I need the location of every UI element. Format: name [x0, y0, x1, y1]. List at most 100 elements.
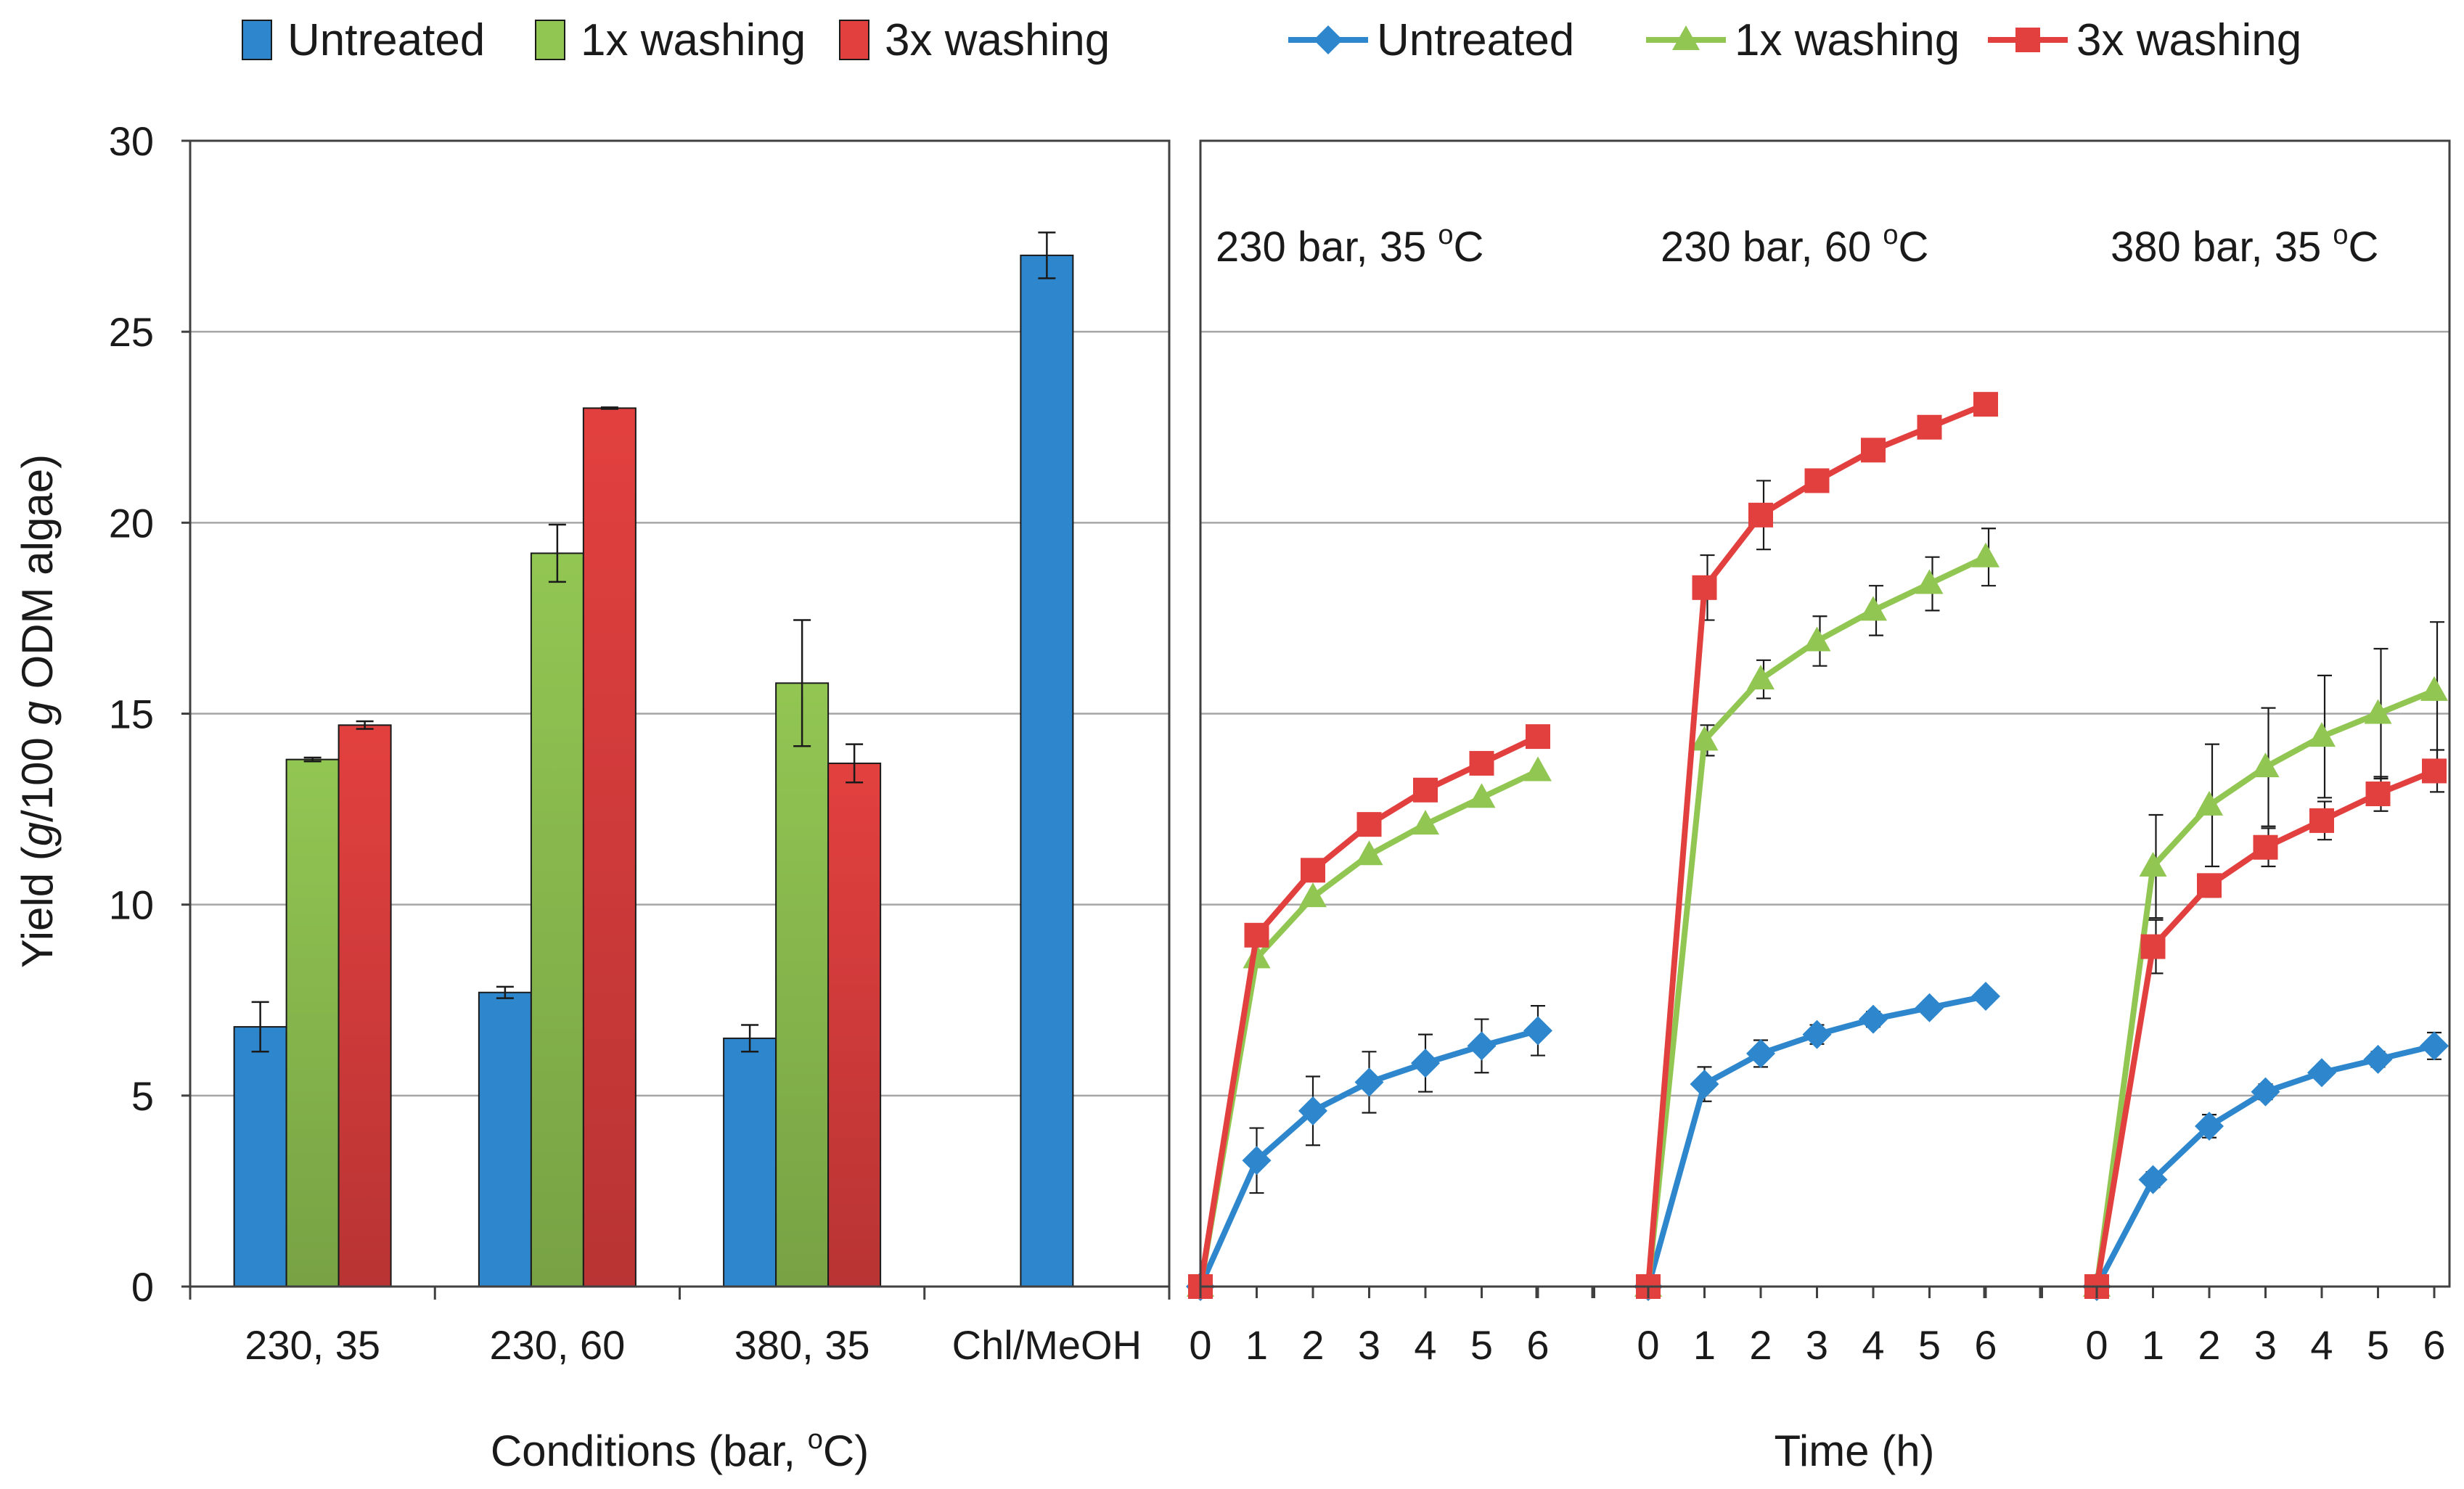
error-bar	[600, 406, 618, 410]
line-x-tick-label: 0	[2085, 1322, 2108, 1368]
data-point-diamond	[2363, 1044, 2393, 1074]
data-point-triangle	[1747, 665, 1775, 690]
data-point-diamond	[1971, 981, 2000, 1011]
panel-condition-label: 230 bar, 35 oC	[1216, 220, 1483, 271]
legend-label: Untreated	[287, 15, 485, 65]
line-x-tick-label: 3	[1806, 1322, 1828, 1368]
legend-marker-square	[2015, 28, 2040, 52]
data-point-square	[2309, 808, 2334, 833]
data-point-diamond	[1411, 1049, 1440, 1078]
legend-label: Untreated	[1377, 15, 1574, 65]
line-x-tick-label: 1	[1245, 1322, 1268, 1368]
series-washing3-panel-0	[1188, 724, 1550, 1299]
data-point-diamond	[1242, 1146, 1272, 1176]
legend-bar-chart: Untreated 1x washing 3x washing	[242, 15, 1110, 65]
data-point-square	[1917, 414, 1942, 440]
bar-x-tick-label: Chl/MeOH	[952, 1322, 1142, 1368]
data-point-diamond	[1690, 1070, 1719, 1099]
legend-label: 3x washing	[2076, 15, 2301, 65]
data-point-square	[2365, 782, 2391, 807]
legend-item-washing3-line: 3x washing	[1988, 15, 2301, 65]
bar-chart-frame	[189, 139, 1171, 1288]
line-panel-labels: 230 bar, 35 oC 230 bar, 60 oC 380 bar, 35 …	[1216, 220, 2378, 271]
data-point-diamond	[1354, 1067, 1384, 1097]
data-point-square	[2140, 934, 2166, 959]
bar-y-tick-label: 20	[109, 500, 154, 546]
error-bar	[741, 1024, 759, 1053]
legend-item-washing1-line: 1x washing	[1646, 15, 1960, 65]
data-point-diamond	[2251, 1077, 2280, 1107]
line-x-tick-label: 5	[2367, 1322, 2389, 1368]
bar-x-ticks: 230, 35 230, 60 380, 35 Chl/MeOH	[189, 1287, 1171, 1368]
line-x-tick-label: 2	[2198, 1322, 2220, 1368]
data-point-triangle	[2308, 722, 2336, 747]
data-point-diamond	[1523, 1016, 1552, 1046]
legend-marker-triangle	[1672, 25, 1700, 50]
line-chart-frame	[1199, 139, 2451, 1288]
data-point-square	[1804, 468, 1830, 493]
data-point-square	[2197, 873, 2222, 898]
bar-y-tick-label: 10	[109, 882, 154, 928]
bar-washing3-0	[337, 724, 392, 1287]
legend-marker-diamond	[1314, 25, 1343, 54]
data-point-diamond	[2307, 1058, 2336, 1088]
data-point-diamond	[2420, 1031, 2449, 1061]
data-point-diamond	[1298, 1096, 1327, 1125]
legend-item-washing3: 3x washing	[839, 15, 1110, 65]
data-point-triangle	[2364, 699, 2392, 724]
error-bar	[356, 720, 374, 730]
data-point-square	[1748, 502, 1773, 528]
data-point-triangle	[2139, 852, 2167, 877]
data-point-diamond	[1746, 1038, 1775, 1068]
data-point-diamond	[2138, 1165, 2168, 1194]
data-point-triangle	[1690, 726, 1719, 751]
data-point-triangle	[1412, 810, 1439, 835]
error-bar	[251, 1001, 269, 1053]
bar-x-tick-label: 230, 60	[489, 1322, 625, 1368]
legend-line-chart: Untreated 1x washing 3x washing	[1288, 15, 2301, 65]
bar-untreated-0	[233, 1026, 287, 1288]
line-x-axis-title: Time (h)	[1774, 1427, 1934, 1475]
error-bar	[793, 619, 811, 747]
data-point-square	[1301, 858, 1325, 883]
legend-item-washing1: 1x washing	[535, 15, 806, 65]
bar-untreated-3	[1020, 254, 1074, 1287]
line-x-tick-label: 4	[1414, 1322, 1436, 1368]
data-point-triangle	[1803, 626, 1831, 652]
line-x-tick-label: 6	[1526, 1322, 1549, 1368]
bar-untreated-2	[723, 1037, 777, 1287]
line-x-tick-label: 5	[1918, 1322, 1941, 1368]
bar-y-tick-label: 0	[131, 1264, 154, 1310]
line-x-tick-label: 5	[1470, 1322, 1493, 1368]
line-x-tick-label: 4	[1862, 1322, 1884, 1368]
bar-washing3-1	[582, 407, 637, 1287]
bar-x-tick-label: 380, 35	[734, 1322, 870, 1368]
line-x-tick-label: 6	[1974, 1322, 1997, 1368]
data-point-triangle	[2420, 676, 2448, 701]
error-bar	[548, 523, 566, 583]
bar-series	[233, 231, 1074, 1288]
error-bar	[846, 743, 864, 784]
line-x-tick-label: 6	[2423, 1322, 2445, 1368]
line-gridlines	[1200, 330, 2449, 1097]
error-bar	[496, 985, 514, 999]
data-point-diamond	[2195, 1111, 2224, 1141]
data-point-triangle	[1859, 596, 1887, 621]
data-point-triangle	[1972, 542, 2000, 567]
legend-label: 1x washing	[1735, 15, 1960, 65]
bar-washing1-2	[775, 682, 830, 1287]
line-x-tick-label: 2	[1749, 1322, 1772, 1368]
data-point-triangle	[2251, 752, 2280, 778]
line-x-tick-label: 0	[1189, 1322, 1211, 1368]
y-axis-title: Yield (g/100 g ODM algae)	[13, 454, 62, 968]
data-point-square	[1469, 750, 1494, 776]
data-point-triangle	[1468, 783, 1496, 808]
bar-chart-panel: 0 5 10 15 20 25 30 230, 35 230, 60 380, 35 Chl/Me…	[109, 118, 1171, 1475]
bar-x-tick-label: 230, 35	[245, 1322, 380, 1368]
data-point-square	[1973, 392, 1998, 417]
bar-untreated-1	[478, 991, 532, 1288]
legend-label: 3x washing	[885, 15, 1110, 65]
data-point-square	[1244, 922, 1269, 948]
